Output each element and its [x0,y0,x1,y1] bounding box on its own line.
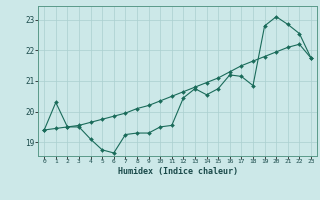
X-axis label: Humidex (Indice chaleur): Humidex (Indice chaleur) [118,167,238,176]
